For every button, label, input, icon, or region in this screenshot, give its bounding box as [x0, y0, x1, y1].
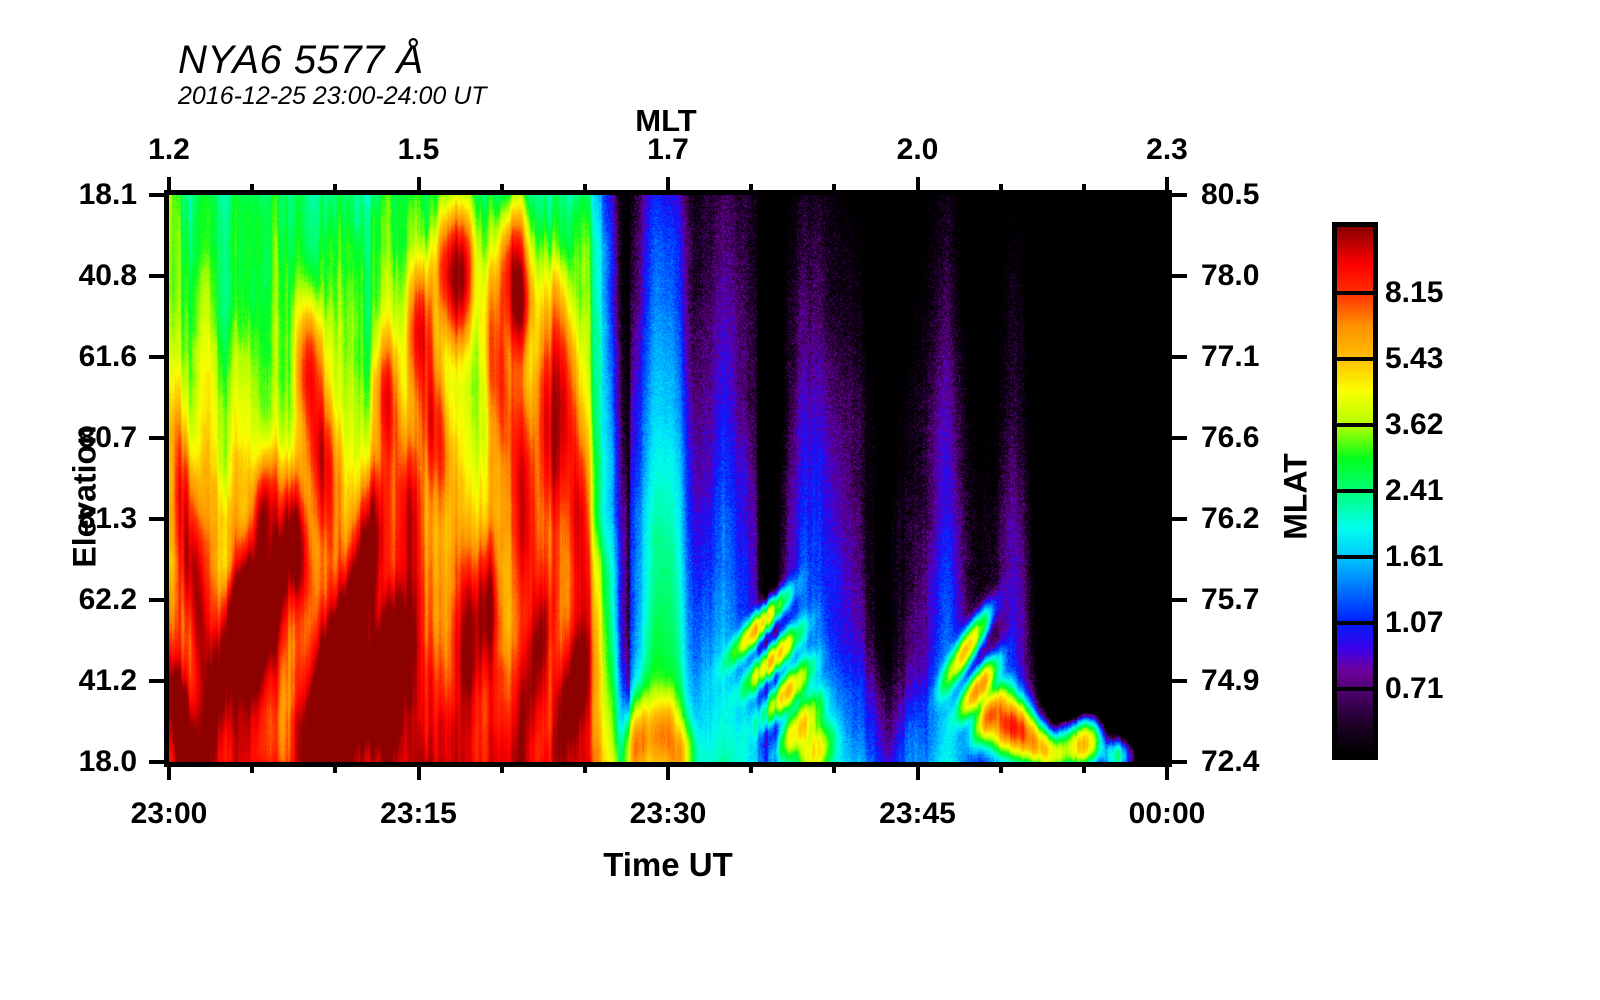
mlat-tick-label-2: 77.1	[1201, 339, 1260, 373]
colorbar-tick-label-6: 0.71	[1385, 672, 1444, 705]
tick-time-6	[666, 762, 670, 780]
page-title: NYA6 5577 Å	[178, 38, 424, 82]
colorbar-divider-3	[1337, 489, 1373, 493]
mlt-tick-label-2: 1.7	[647, 133, 689, 166]
tick-mlt-7	[749, 184, 753, 195]
colorbar-divider-1	[1337, 357, 1373, 361]
tick-elevation-0	[149, 193, 169, 197]
tick-time-12	[1165, 762, 1169, 780]
elevation-tick-label-5: 62.2	[78, 583, 137, 616]
tick-time-2	[333, 762, 337, 773]
tick-elevation-3	[149, 436, 169, 440]
colorbar-tick-label-2: 3.62	[1385, 408, 1444, 441]
elevation-tick-label-3: 80.7	[78, 421, 137, 455]
tick-time-4	[500, 762, 504, 773]
colorbar-tick-label-3: 2.41	[1385, 474, 1444, 507]
tick-mlat-1	[1167, 274, 1187, 278]
time-tick-label-3: 23:45	[879, 797, 956, 830]
tick-elevation-1	[149, 274, 169, 278]
keogram-plot-area	[164, 190, 1172, 767]
tick-elevation-4	[149, 517, 169, 521]
tick-elevation-2	[149, 355, 169, 359]
elevation-tick-label-0: 18.1	[78, 178, 137, 211]
colorbar-divider-2	[1337, 423, 1373, 427]
elevation-tick-label-6: 41.2	[78, 663, 137, 697]
colorbar-divider-6	[1337, 687, 1373, 691]
tick-mlt-5	[583, 184, 587, 195]
tick-time-11	[1082, 762, 1086, 773]
mlt-tick-label-4: 2.3	[1146, 133, 1188, 166]
mlt-tick-label-0: 1.2	[148, 133, 190, 166]
colorbar-tick-label-4: 1.61	[1385, 540, 1444, 573]
tick-elevation-7	[149, 760, 169, 764]
colorbar-tick-label-5: 1.07	[1385, 606, 1444, 639]
elevation-axis-title: Elevation	[66, 425, 103, 568]
mlat-tick-label-3: 76.6	[1201, 421, 1260, 455]
time-tick-label-1: 23:15	[380, 797, 457, 830]
plot-subtitle: 2016-12-25 23:00-24:00 UT	[178, 82, 487, 110]
tick-elevation-6	[149, 679, 169, 683]
colorbar-divider-0	[1337, 291, 1373, 295]
colorbar-title: Brightness [kR]	[1595, 392, 1600, 624]
tick-mlt-0	[167, 177, 171, 195]
tick-mlat-2	[1167, 355, 1187, 359]
elevation-tick-label-1: 40.8	[78, 259, 137, 293]
elevation-tick-label-2: 61.6	[78, 339, 137, 373]
tick-time-10	[999, 762, 1003, 773]
tick-mlt-9	[916, 177, 920, 195]
keogram-image	[169, 195, 1167, 762]
elevation-tick-label-7: 18.0	[78, 745, 137, 778]
tick-mlt-4	[500, 184, 504, 195]
mlat-axis-title: MLAT	[1277, 453, 1314, 540]
tick-mlt-3	[417, 177, 421, 195]
mlt-tick-label-3: 2.0	[896, 133, 939, 166]
tick-mlt-12	[1165, 177, 1169, 195]
tick-mlat-0	[1167, 193, 1187, 197]
tick-time-7	[749, 762, 753, 773]
tick-time-5	[583, 762, 587, 773]
mlt-axis-title: MLT	[635, 103, 697, 138]
tick-mlt-1	[250, 184, 254, 195]
tick-mlt-6	[666, 177, 670, 195]
mlat-tick-label-4: 76.2	[1201, 501, 1260, 535]
tick-mlat-4	[1167, 517, 1187, 521]
tick-mlat-5	[1167, 598, 1187, 602]
mlt-tick-label-1: 1.5	[397, 133, 440, 166]
tick-mlt-10	[999, 184, 1003, 195]
mlat-tick-label-0: 80.5	[1201, 178, 1260, 211]
colorbar-divider-5	[1337, 621, 1373, 625]
time-tick-label-0: 23:00	[130, 797, 208, 830]
tick-mlt-11	[1082, 184, 1086, 195]
mlat-tick-label-7: 72.4	[1201, 745, 1260, 778]
colorbar-divider-4	[1337, 555, 1373, 559]
colorbar-tick-label-0: 8.15	[1385, 276, 1444, 309]
tick-mlt-8	[832, 184, 836, 195]
tick-mlat-3	[1167, 436, 1187, 440]
tick-mlat-7	[1167, 760, 1187, 764]
time-tick-label-4: 00:00	[1128, 797, 1206, 830]
tick-mlat-6	[1167, 679, 1187, 683]
title-block: NYA6 5577 Å 2016-12-25 23:00-24:00 UT	[178, 40, 487, 109]
tick-time-3	[417, 762, 421, 780]
mlat-tick-label-5: 75.7	[1201, 583, 1260, 616]
tick-mlt-2	[333, 184, 337, 195]
tick-time-8	[832, 762, 836, 773]
time-tick-label-2: 23:30	[629, 797, 707, 830]
tick-elevation-5	[149, 598, 169, 602]
colorbar-tick-label-1: 5.43	[1385, 342, 1444, 375]
mlat-tick-label-6: 74.9	[1201, 663, 1260, 697]
tick-time-0	[167, 762, 171, 780]
tick-time-1	[250, 762, 254, 773]
time-axis-title: Time UT	[603, 846, 733, 883]
mlat-tick-label-1: 78.0	[1201, 259, 1260, 293]
tick-time-9	[916, 762, 920, 780]
elevation-tick-label-4: 81.3	[78, 501, 137, 535]
